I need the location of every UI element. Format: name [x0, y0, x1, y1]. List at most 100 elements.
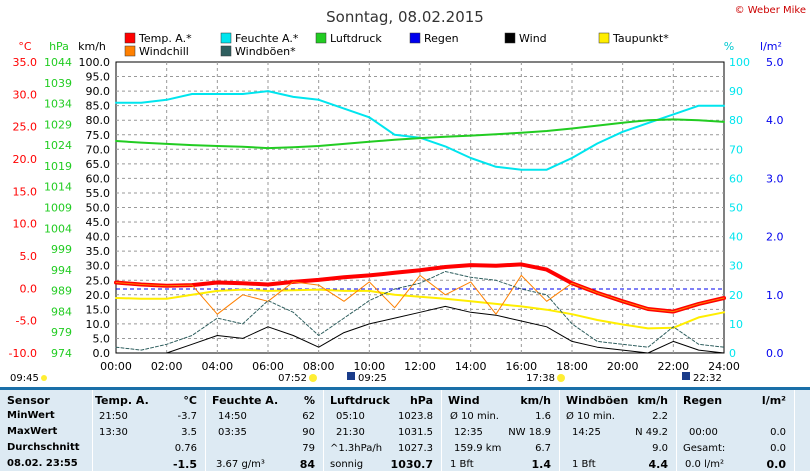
rain-tick-label: 3.0 — [766, 172, 784, 185]
wind-max-direction: NW 18.9 — [508, 427, 551, 438]
wind-current-value: 1.4 — [531, 458, 552, 471]
pressure-header: Luftdruck — [330, 394, 390, 407]
gust-min-time: Ø 10 min. — [566, 411, 615, 422]
gust-max-time: 14:25 — [572, 427, 601, 438]
rain-axis-unit: l/m² — [760, 40, 782, 53]
humidity-current-value: 84 — [299, 458, 315, 471]
legend-label: Regen — [424, 32, 459, 45]
pressure-weather: sonnig — [330, 459, 364, 470]
wind-tick-label: 100.0 — [79, 56, 111, 69]
stats-avg-label: Durchschnitt — [7, 442, 80, 453]
pressure-min-time: 05:10 — [336, 411, 365, 422]
rain-tick-label: 2.0 — [766, 231, 784, 244]
rain-total-label: Gesamt: — [683, 443, 726, 454]
humidity-tick-label: 20 — [729, 289, 743, 302]
pressure-tick-label: 984 — [51, 305, 72, 318]
gust-avg-value: 9.0 — [652, 443, 668, 454]
humidity-max-value: 90 — [302, 427, 315, 438]
stats-rain-col: Regen l/m² 00:00 0.0 Gesamt: 0.0 0.0 l/m… — [677, 390, 795, 471]
wind-tick-label: 55.0 — [86, 187, 111, 200]
wind-header: Wind — [448, 394, 480, 407]
wind-avg-value: 6.7 — [535, 443, 551, 454]
moonrise-icon — [347, 372, 355, 380]
series-line-windb-en — [115, 271, 725, 351]
moonset-icon — [682, 372, 690, 380]
stats-panel: Sensor MinWert MaxWert Durchschnitt 08.0… — [0, 387, 810, 471]
pressure-current-value: 1030.7 — [390, 458, 433, 471]
chart-legend: Temp. A.* Feuchte A.* Luftdruck Regen Wind Ta… — [124, 32, 669, 58]
rain-tick-label: 5.0 — [766, 56, 784, 69]
gust-current-value: 4.4 — [648, 458, 669, 471]
temp-min-value: -3.7 — [177, 411, 197, 422]
legend-label: Windchill — [139, 45, 189, 58]
legend-swatch — [598, 32, 610, 44]
temp-axis-unit: °C — [18, 40, 32, 53]
rain-tick-label: 4.0 — [766, 114, 784, 127]
sunrise-label: 07:52 — [278, 373, 307, 382]
humidity-min-time: 14:50 — [218, 411, 247, 422]
temp-current-value: -1.5 — [172, 458, 197, 471]
humidity-max-time: 03:35 — [218, 427, 247, 438]
rain-header: Regen — [683, 394, 723, 407]
wind-tick-label: 35.0 — [86, 245, 111, 258]
x-tick-label: 24:00 — [708, 360, 740, 373]
pressure-axis-unit: hPa — [49, 40, 69, 53]
wind-tick-label: 10.0 — [86, 318, 111, 331]
stats-sensor-col: Sensor MinWert MaxWert Durchschnitt 08.0… — [0, 390, 93, 471]
pressure-tick-label: 1004 — [44, 222, 72, 235]
x-tick-label: 08:00 — [303, 360, 335, 373]
pressure-max-time: 21:30 — [336, 427, 365, 438]
stats-pressure-col: Luftdruck hPa 05:10 1023.8 21:30 1031.5 … — [324, 390, 442, 471]
rain-total-value: 0.0 — [770, 443, 786, 454]
series-line-windchill — [115, 274, 725, 315]
stats-max-label: MaxWert — [7, 426, 58, 437]
x-tick-label: 14:00 — [455, 360, 487, 373]
wind-tick-label: 75.0 — [86, 129, 111, 142]
gust-bft: 1 Bft — [572, 459, 596, 470]
pressure-tick-label: 974 — [51, 347, 72, 360]
credit-label: © Weber Mike — [735, 5, 806, 16]
legend-label: Windböen* — [235, 45, 296, 58]
wind-unit: km/h — [520, 394, 551, 407]
stats-wind-col: Wind km/h Ø 10 min. 1.6 12:35 NW 18.9 15… — [442, 390, 560, 471]
rain-tick-label: 1.0 — [766, 289, 784, 302]
legend-swatch — [409, 32, 421, 44]
gust-unit: km/h — [637, 394, 668, 407]
x-tick-label: 02:00 — [151, 360, 183, 373]
x-tick-label: 20:00 — [607, 360, 639, 373]
pressure-tick-label: 989 — [51, 285, 72, 298]
legend-swatch — [220, 45, 232, 57]
humidity-avg-value: 79 — [302, 443, 315, 454]
rain-max-time: 00:00 — [689, 427, 718, 438]
wind-bft: 1 Bft — [450, 459, 474, 470]
left-sun-icon — [41, 375, 47, 381]
humidity-axis-unit: % — [724, 40, 734, 53]
gust-header: Windböen — [566, 394, 629, 407]
humidity-unit: % — [303, 394, 315, 407]
humidity-header: Feuchte A. — [212, 394, 279, 407]
temp-max-value: 3.5 — [181, 427, 197, 438]
stats-sensor-header: Sensor — [7, 394, 50, 407]
stats-min-label: MinWert — [7, 410, 55, 421]
temp-tick-label: 30.0 — [13, 88, 38, 101]
x-tick-label: 12:00 — [404, 360, 436, 373]
temp-min-time: 21:50 — [99, 411, 128, 422]
temp-tick-label: 25.0 — [13, 121, 38, 134]
wind-tick-label: 25.0 — [86, 274, 111, 287]
rain-tick-label: 0.0 — [766, 347, 784, 360]
wind-tick-label: 15.0 — [86, 303, 111, 316]
legend-label: Wind — [519, 32, 547, 45]
temp-header: Temp. A. — [95, 394, 149, 407]
temp-tick-label: 20.0 — [13, 153, 38, 166]
stats-temp-col: Temp. A. °C 21:50 -3.7 13:30 3.5 0.76 -1… — [93, 390, 206, 471]
temp-tick-label: 15.0 — [13, 185, 38, 198]
wind-min-value: 1.6 — [535, 411, 551, 422]
x-tick-label: 04:00 — [201, 360, 233, 373]
wind-min-time: Ø 10 min. — [450, 411, 499, 422]
legend-label: Taupunkt* — [612, 32, 669, 45]
x-tick-label: 00:00 — [100, 360, 132, 373]
pressure-tick-label: 1039 — [44, 77, 72, 90]
rain-current-label: 0.0 l/m² — [685, 459, 724, 470]
legend-label: Feuchte A.* — [235, 32, 299, 45]
humidity-tick-label: 50 — [729, 202, 743, 215]
